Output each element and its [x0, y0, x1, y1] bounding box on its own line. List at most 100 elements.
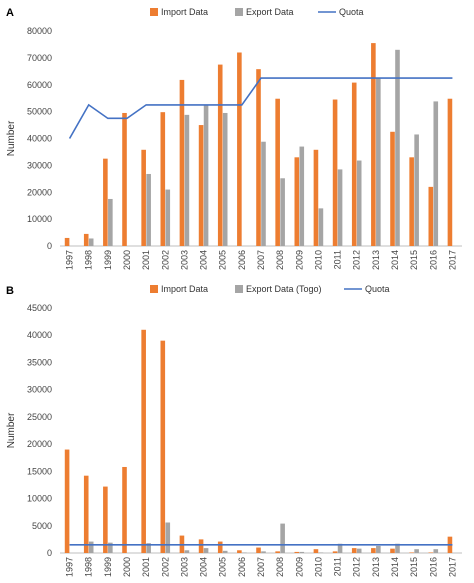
- import-bar: [390, 131, 395, 246]
- export-bar: [280, 523, 285, 553]
- export-bar: [414, 134, 419, 246]
- import-bar: [160, 112, 166, 246]
- import-bar: [122, 112, 127, 246]
- x-tick-label: 2017: [447, 250, 457, 270]
- export-bar: [222, 550, 228, 553]
- import-bar: [332, 551, 338, 553]
- export-bar: [356, 160, 362, 246]
- legend-item: Quota: [318, 7, 364, 17]
- x-tick-label: 2015: [409, 250, 419, 270]
- legend-label: Export Data (Togo): [246, 284, 322, 294]
- export-bar: [222, 112, 228, 246]
- export-bar: [433, 549, 439, 553]
- x-tick-label: 2006: [237, 250, 247, 270]
- x-tick-label: 1998: [84, 557, 94, 577]
- export-bar: [261, 551, 266, 553]
- x-tick-label: 2001: [141, 557, 151, 577]
- y-tick-label: 20000: [27, 439, 52, 449]
- x-tick-label: 2015: [409, 557, 419, 577]
- x-tick-label: 1999: [103, 250, 113, 270]
- x-tick-label: 2007: [256, 557, 266, 577]
- x-tick-label: 2017: [447, 557, 457, 577]
- export-bar: [108, 542, 113, 553]
- legend-label: Import Data: [161, 7, 208, 17]
- import-bar: [198, 539, 204, 553]
- import-bar: [313, 149, 319, 246]
- y-tick-label: 5000: [32, 521, 52, 531]
- export-bar: [356, 548, 362, 553]
- export-bar: [318, 552, 324, 553]
- export-bar: [165, 189, 171, 246]
- quota-line: [68, 77, 453, 139]
- y-tick-label: 60000: [27, 80, 52, 90]
- chart-panel-b: B Number 0 5000 10000 15000 20000 25000 30000 350…: [6, 284, 462, 577]
- panel-label: B: [6, 285, 14, 297]
- x-tick-label: 1999: [103, 557, 113, 577]
- import-bar: [141, 329, 146, 553]
- export-bar: [318, 208, 324, 246]
- export-bar: [280, 178, 285, 246]
- x-tick-label: 2016: [428, 557, 438, 577]
- x-tick-label: 2008: [275, 250, 285, 270]
- x-tick-label: 1997: [65, 557, 75, 577]
- y-tick-label: 25000: [27, 412, 52, 422]
- import-bar: [179, 79, 185, 246]
- export-bar: [395, 543, 400, 553]
- import-bar: [351, 82, 357, 246]
- import-bar: [428, 552, 434, 553]
- legend: Import Data Export Data Quota: [150, 7, 364, 17]
- y-tick-label: 40000: [27, 330, 52, 340]
- legend-swatch: [150, 8, 158, 16]
- legend-swatch: [150, 285, 158, 293]
- x-tick-label: 2001: [141, 250, 151, 270]
- import-bar: [313, 549, 319, 553]
- x-tick-label: 2016: [428, 250, 438, 270]
- import-bar: [390, 548, 395, 553]
- x-tick-label: 2013: [371, 557, 381, 577]
- legend-swatch: [235, 8, 243, 16]
- legend-item: Quota: [344, 284, 390, 294]
- y-tick-label: 10000: [27, 494, 52, 504]
- y-tick-label: 35000: [27, 357, 52, 367]
- x-tick-label: 2006: [237, 557, 247, 577]
- export-bar: [337, 169, 343, 246]
- export-bar: [299, 551, 305, 553]
- import-bar: [160, 340, 166, 553]
- import-bar: [275, 98, 280, 246]
- y-tick-label: 50000: [27, 107, 52, 117]
- x-tick-label: 2011: [333, 250, 343, 269]
- import-bar: [428, 186, 434, 246]
- panel-label: A: [6, 7, 14, 19]
- import-bar: [198, 125, 204, 246]
- chart-panel-a: A Number 0 10000 20000 30000 40000 50000 60000 70…: [6, 7, 462, 270]
- x-tick-label: 2012: [352, 250, 362, 270]
- x-tick-label: 2013: [371, 250, 381, 270]
- import-bar: [217, 541, 223, 553]
- import-bar: [237, 550, 242, 553]
- x-tick-label: 2000: [122, 557, 132, 577]
- import-bar: [122, 466, 127, 553]
- y-tick-label: 70000: [27, 53, 52, 63]
- y-axis-title: Number: [6, 412, 17, 448]
- x-tick-label: 2009: [294, 250, 304, 270]
- x-tick-label: 2002: [160, 557, 170, 577]
- import-bar: [351, 548, 357, 553]
- x-tick-label: 2007: [256, 250, 266, 270]
- export-bar: [299, 146, 305, 246]
- import-bar: [64, 237, 70, 246]
- import-bar: [294, 157, 300, 246]
- x-tick-label: 2014: [390, 557, 400, 577]
- x-tick-label: 2012: [352, 557, 362, 577]
- legend-item: Export Data (Togo): [235, 284, 322, 294]
- x-tick-label: 2002: [160, 250, 170, 270]
- y-tick-label: 15000: [27, 466, 52, 476]
- import-bar: [371, 548, 376, 553]
- export-bar: [337, 543, 343, 553]
- legend-item: Export Data: [235, 7, 294, 17]
- x-tick-label: 1998: [84, 250, 94, 270]
- x-tick-label: 2003: [179, 557, 189, 577]
- export-bar: [184, 114, 190, 246]
- legend: Import Data Export Data (Togo) Quota: [150, 284, 390, 294]
